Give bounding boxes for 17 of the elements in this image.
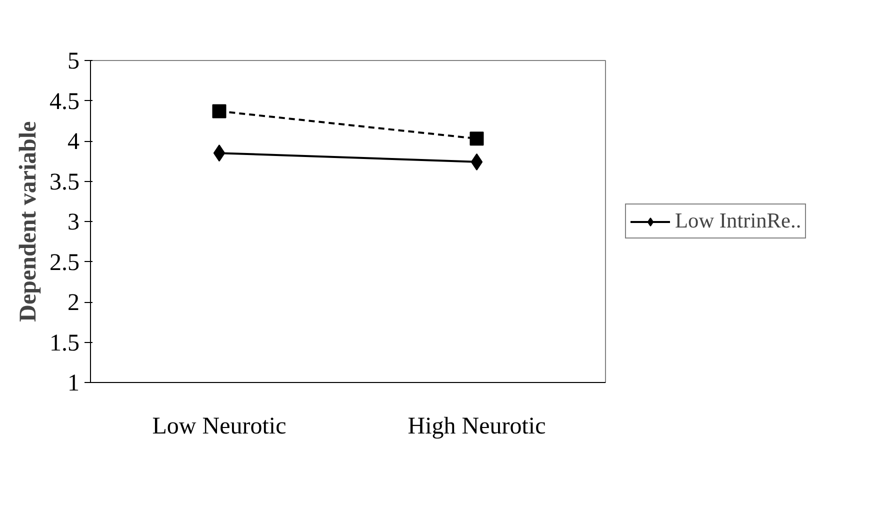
x-tick-label: Low Neurotic [152, 414, 286, 440]
legend-label: Low IntrinRe.. [675, 208, 802, 234]
y-tick-label: 3.5 [50, 169, 80, 196]
y-tick-label: 4.5 [50, 88, 80, 115]
point [470, 132, 484, 146]
y-tick-label: 5 [68, 48, 80, 74]
y-tick-label: 2.5 [50, 250, 80, 276]
x-tick-label: High Neurotic [408, 414, 546, 440]
y-tick-label: 3 [68, 210, 80, 236]
point [213, 144, 226, 162]
y-tick-label: 1 [68, 370, 80, 396]
y-tick-label: 2 [68, 290, 80, 316]
y-axis-title: Dependent variable [16, 120, 42, 322]
point [212, 104, 226, 118]
y-tick-label: 4 [68, 129, 80, 155]
y-tick-label: 1.5 [50, 330, 80, 356]
point [470, 153, 483, 170]
